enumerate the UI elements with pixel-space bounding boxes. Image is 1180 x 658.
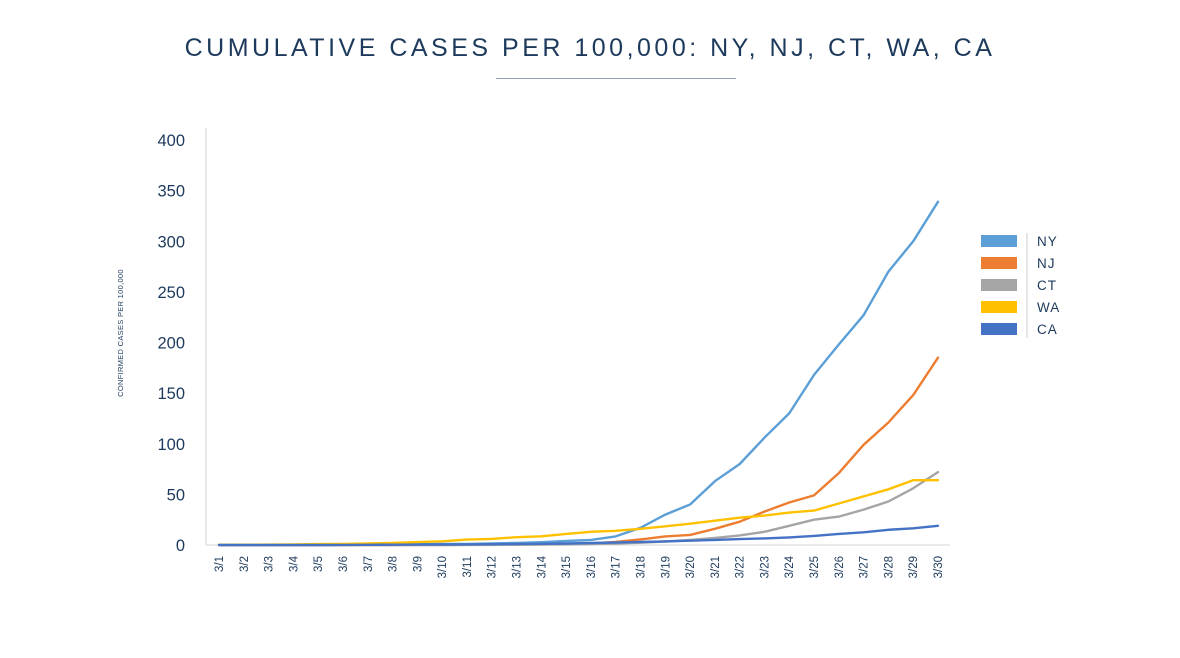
legend-swatch-nj — [981, 257, 1017, 269]
series-lines — [217, 200, 940, 547]
x-tick-label: 3/26 — [834, 556, 846, 578]
x-tick-label: 3/16 — [586, 556, 598, 578]
x-tick-label: 3/20 — [685, 556, 697, 578]
x-tick-label: 3/24 — [784, 555, 796, 578]
legend-swatch-ca — [981, 323, 1017, 335]
legend: NY NJ CT WA CA — [981, 233, 1060, 338]
x-tick-label: 3/18 — [635, 556, 647, 578]
legend-label-wa: WA — [1037, 300, 1060, 315]
title-underline — [496, 78, 736, 79]
x-tick-label: 3/29 — [908, 556, 920, 578]
y-tick-label: 400 — [157, 132, 185, 150]
x-tick-label: 3/4 — [288, 555, 300, 572]
x-tick-label: 3/8 — [388, 556, 400, 572]
x-tick-label: 3/28 — [883, 556, 895, 578]
x-tick-label: 3/1 — [214, 556, 226, 572]
y-tick-label: 100 — [157, 436, 185, 454]
x-tick-label: 3/13 — [512, 556, 524, 578]
axes — [205, 128, 950, 546]
legend-swatch-ct — [981, 279, 1017, 291]
x-tick-label: 3/2 — [239, 556, 251, 572]
x-tick-label: 3/5 — [313, 556, 325, 572]
legend-label-ca: CA — [1037, 322, 1058, 337]
x-tick-label: 3/17 — [611, 556, 623, 578]
x-tick-label: 3/30 — [933, 556, 945, 578]
x-tick-label: 3/7 — [363, 556, 375, 572]
legend-label-ny: NY — [1037, 234, 1058, 249]
y-tick-label: 0 — [176, 537, 185, 555]
y-tick-labels: 0 50 100 150 200 250 300 350 400 — [157, 132, 185, 555]
x-tick-label: 3/25 — [809, 556, 821, 578]
x-tick-label: 3/27 — [859, 556, 871, 578]
x-tick-label: 3/14 — [536, 555, 548, 578]
x-tick-label: 3/22 — [735, 556, 747, 578]
x-tick-label: 3/6 — [338, 556, 350, 572]
legend-swatch-ny — [981, 235, 1017, 247]
legend-label-ct: CT — [1037, 278, 1057, 293]
chart-title: CUMULATIVE CASES PER 100,000: NY, NJ, CT… — [184, 34, 996, 62]
x-tick-label: 3/11 — [462, 556, 474, 578]
x-tick-labels: 3/1 3/2 3/3 3/4 3/5 3/6 3/7 3/8 3/9 3/10 3/11 3/12 3… — [214, 555, 945, 578]
x-tick-label: 3/10 — [437, 556, 449, 578]
legend-label-nj: NJ — [1037, 256, 1056, 271]
x-tick-label: 3/15 — [561, 556, 573, 578]
x-tick-label: 3/19 — [660, 556, 672, 578]
legend-swatch-wa — [981, 301, 1017, 313]
series-line-ca — [217, 524, 940, 547]
y-tick-label: 150 — [157, 385, 185, 403]
y-tick-label: 300 — [157, 233, 185, 251]
x-tick-label: 3/21 — [710, 556, 722, 578]
x-tick-label: 3/9 — [412, 556, 424, 572]
x-tick-label: 3/12 — [487, 556, 499, 578]
x-tick-label: 3/3 — [264, 556, 276, 572]
y-axis-label: CONFIRMED CASES PER 100,000 — [116, 269, 125, 397]
y-tick-label: 200 — [157, 335, 185, 353]
y-tick-label: 250 — [157, 284, 185, 302]
series-line-ny — [217, 200, 940, 547]
y-tick-label: 50 — [167, 486, 185, 504]
y-tick-label: 350 — [157, 183, 185, 201]
x-tick-label: 3/23 — [759, 556, 771, 578]
